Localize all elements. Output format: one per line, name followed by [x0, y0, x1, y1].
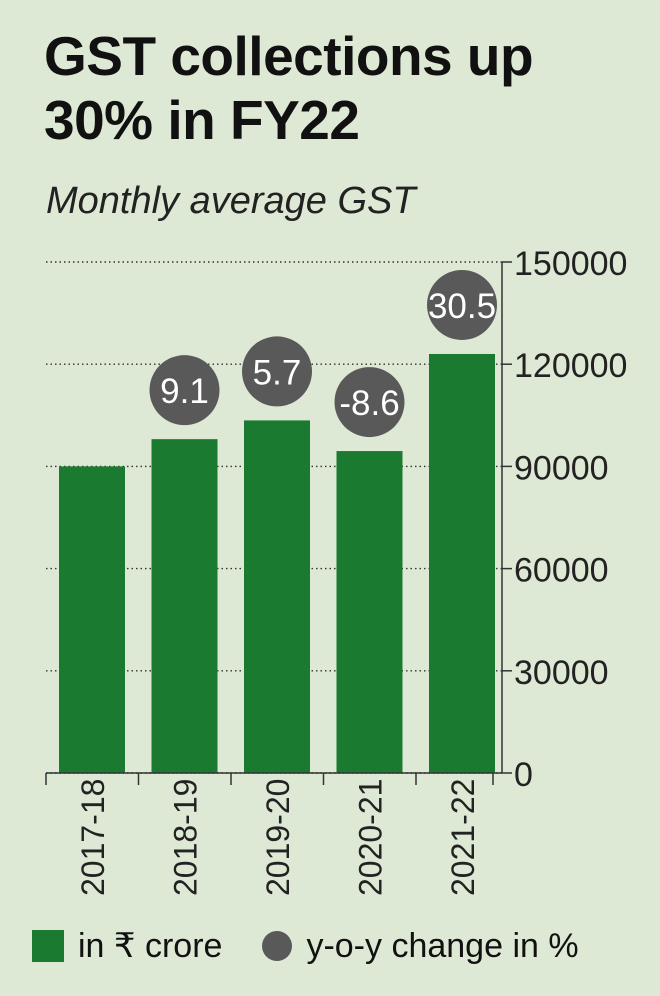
yoy-bubble	[242, 336, 312, 407]
y-tick-label: 30000	[514, 654, 609, 692]
y-tick-label: 120000	[514, 347, 627, 385]
yoy-label: 30.5	[428, 287, 496, 326]
x-tick-label: 2018-19	[168, 779, 204, 896]
bar	[244, 420, 310, 773]
bar	[59, 466, 125, 773]
yoy-label: 5.7	[253, 353, 302, 392]
chart-title: GST collections up 30% in FY22	[44, 25, 534, 151]
x-tick-label: 2019-20	[260, 779, 296, 896]
x-tick-label: 2017-18	[75, 779, 111, 896]
legend-bar-label: in ₹ crore	[78, 927, 223, 965]
yoy-bubble	[334, 367, 405, 438]
legend-dot-swatch	[262, 931, 293, 961]
legend-bar-swatch	[32, 930, 64, 962]
chart-subtitle: Monthly average GST	[46, 180, 416, 222]
bar	[429, 353, 495, 773]
x-tick-label: 2020-21	[353, 779, 389, 896]
bar	[336, 451, 403, 773]
yoy-bubble	[427, 269, 497, 340]
bar-chart: 0 30000 60000 90000 120000 150000 2017-18 9.1 20…	[45, 245, 627, 896]
bar	[151, 439, 218, 773]
x-tick-label: 2021-22	[445, 779, 481, 896]
yoy-bubble	[149, 355, 220, 426]
y-tick-label: 90000	[514, 449, 609, 487]
y-tick-label: 0	[514, 756, 533, 794]
legend-dot-label: y-o-y change in %	[306, 926, 579, 965]
legend: in ₹ crore y-o-y change in %	[32, 924, 579, 968]
y-tick-label: 150000	[514, 245, 627, 283]
yoy-label: 9.1	[160, 372, 209, 411]
y-tick-label: 60000	[514, 552, 609, 590]
yoy-label: -8.6	[339, 384, 399, 423]
